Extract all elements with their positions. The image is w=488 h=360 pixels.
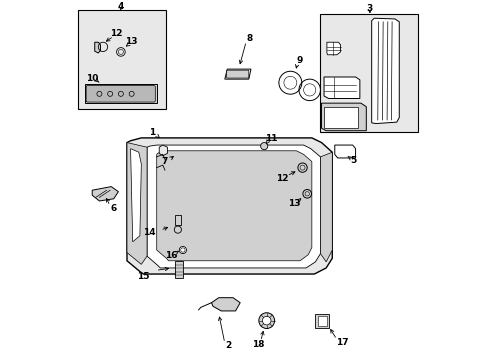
Polygon shape xyxy=(371,18,399,123)
Circle shape xyxy=(281,145,306,171)
Text: 3: 3 xyxy=(366,4,372,13)
Text: 12: 12 xyxy=(275,174,288,183)
Polygon shape xyxy=(156,151,311,261)
Text: 8: 8 xyxy=(246,34,252,43)
FancyBboxPatch shape xyxy=(175,145,238,155)
Text: 7: 7 xyxy=(162,157,168,166)
Polygon shape xyxy=(159,145,167,156)
Text: 5: 5 xyxy=(350,156,356,165)
Polygon shape xyxy=(320,152,332,262)
Polygon shape xyxy=(326,42,340,55)
Polygon shape xyxy=(161,143,316,167)
FancyBboxPatch shape xyxy=(78,10,165,108)
Text: 9: 9 xyxy=(296,56,303,65)
Text: 17: 17 xyxy=(335,338,347,347)
Text: 13: 13 xyxy=(125,37,138,46)
FancyBboxPatch shape xyxy=(324,107,357,128)
Polygon shape xyxy=(334,145,355,158)
Text: 6: 6 xyxy=(110,204,117,213)
Text: 1: 1 xyxy=(149,129,155,138)
Text: 14: 14 xyxy=(143,228,156,237)
FancyBboxPatch shape xyxy=(317,316,326,326)
Polygon shape xyxy=(321,103,366,131)
Polygon shape xyxy=(85,84,156,103)
Text: 2: 2 xyxy=(225,341,231,350)
FancyBboxPatch shape xyxy=(174,261,182,278)
Polygon shape xyxy=(95,42,100,53)
Circle shape xyxy=(174,226,181,233)
Polygon shape xyxy=(130,149,141,242)
Text: 18: 18 xyxy=(251,341,264,350)
Text: 15: 15 xyxy=(137,273,149,282)
Circle shape xyxy=(262,316,270,325)
Polygon shape xyxy=(324,77,359,99)
FancyBboxPatch shape xyxy=(86,86,155,102)
Polygon shape xyxy=(127,138,332,274)
Polygon shape xyxy=(175,144,248,149)
Polygon shape xyxy=(92,186,118,201)
Text: 11: 11 xyxy=(264,135,277,144)
Text: 10: 10 xyxy=(86,73,98,82)
Polygon shape xyxy=(127,143,147,264)
Circle shape xyxy=(260,143,267,150)
Text: 4: 4 xyxy=(118,2,124,11)
Circle shape xyxy=(248,141,275,168)
FancyBboxPatch shape xyxy=(319,14,417,132)
Text: 12: 12 xyxy=(110,29,122,38)
Text: 13: 13 xyxy=(287,199,300,208)
Polygon shape xyxy=(147,145,320,268)
Polygon shape xyxy=(224,69,250,79)
FancyBboxPatch shape xyxy=(315,314,328,328)
FancyBboxPatch shape xyxy=(226,70,248,78)
Polygon shape xyxy=(211,298,240,311)
Text: 16: 16 xyxy=(164,251,177,260)
Circle shape xyxy=(258,313,274,328)
FancyBboxPatch shape xyxy=(174,215,181,225)
Circle shape xyxy=(179,247,186,253)
